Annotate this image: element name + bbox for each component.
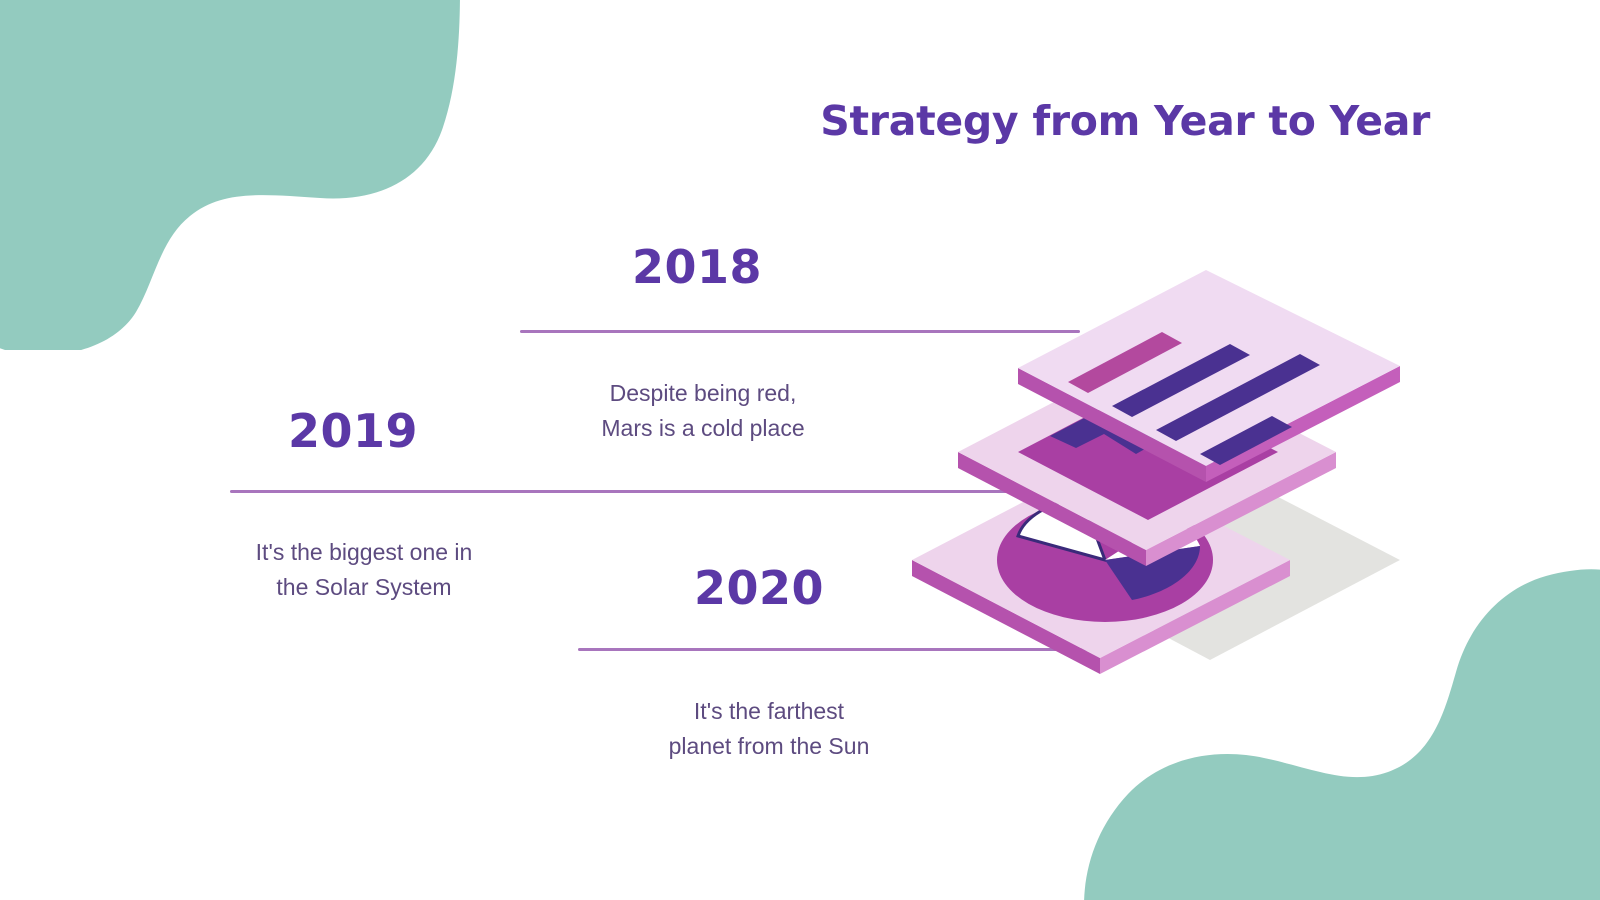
timeline-year-2020: 2020 <box>694 561 825 615</box>
bar-chart-icon <box>1068 332 1320 465</box>
bar-chart-card <box>1018 270 1400 482</box>
timeline-rule-2019 <box>230 490 1010 493</box>
timeline-rule-2020 <box>578 648 1098 651</box>
timeline-description-2020: It's the farthest planet from the Sun <box>668 698 870 759</box>
timeline-rule-2018 <box>520 330 1080 333</box>
timeline-description-2019: It's the biggest one in the Solar System <box>255 539 473 600</box>
timeline-description-2018: Despite being red, Mars is a cold place <box>601 380 805 441</box>
timeline-year-2018: 2018 <box>632 240 763 294</box>
page-title: Strategy from Year to Year <box>820 97 1430 145</box>
mint-blob-top-left-icon <box>0 0 460 350</box>
isometric-stacked-chart-cards-illustration <box>912 270 1400 674</box>
timeline-year-2019: 2019 <box>288 404 419 458</box>
